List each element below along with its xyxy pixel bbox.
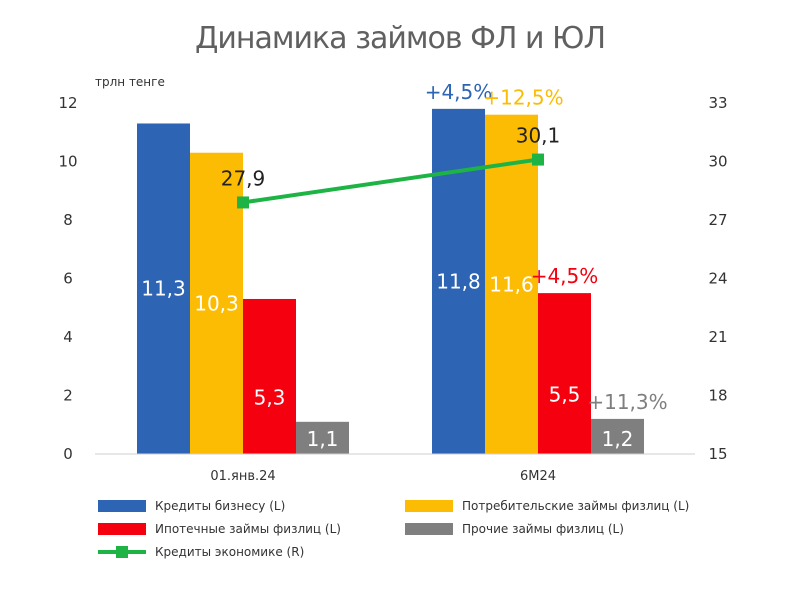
chart-title: Динамика займов ФЛ и ЮЛ bbox=[195, 21, 605, 56]
growth-annotation: +11,3% bbox=[587, 390, 667, 414]
y-tick-right: 15 bbox=[708, 445, 727, 463]
x-tick-label: 01.янв.24 bbox=[210, 469, 275, 484]
bar bbox=[137, 123, 190, 454]
legend-label: Ипотечные займы физлиц (L) bbox=[155, 522, 341, 536]
bar-data-label: 10,3 bbox=[194, 291, 239, 315]
bar-data-label: 1,1 bbox=[307, 427, 339, 451]
line-series bbox=[242, 157, 539, 205]
line-marker bbox=[532, 153, 544, 166]
y-tick-left: 8 bbox=[63, 211, 73, 229]
y-tick-right: 30 bbox=[708, 153, 727, 171]
bar-data-label: 11,6 bbox=[489, 272, 534, 296]
legend-item: Кредиты экономике (R) bbox=[98, 545, 304, 559]
legend-swatch bbox=[98, 500, 146, 512]
growth-annotation: +12,5% bbox=[483, 86, 563, 110]
line-data-label: 27,9 bbox=[221, 166, 266, 190]
growth-annotation: +4,5% bbox=[531, 264, 599, 288]
y-tick-left: 6 bbox=[63, 270, 73, 288]
legend-swatch bbox=[98, 523, 146, 535]
line-data-label: 30,1 bbox=[516, 124, 561, 148]
line-group: 27,9 30,1 bbox=[221, 124, 561, 209]
legend-label: Кредиты бизнесу (L) bbox=[155, 499, 285, 513]
legend-item: Кредиты бизнесу (L) bbox=[98, 499, 285, 513]
legend-label: Кредиты экономике (R) bbox=[155, 545, 304, 559]
y-tick-left: 10 bbox=[58, 153, 77, 171]
bar bbox=[243, 298, 296, 454]
bar bbox=[485, 114, 538, 454]
line-marker bbox=[237, 196, 249, 209]
y-axis-unit-label: трлн тенге bbox=[95, 75, 165, 89]
y-tick-left: 4 bbox=[63, 328, 73, 346]
legend-item: Потребительские займы физлиц (L) bbox=[405, 499, 689, 513]
bar bbox=[591, 418, 644, 454]
legend: Кредиты бизнесу (L) Потребительские займы… bbox=[98, 499, 689, 559]
legend-item: Прочие займы физлиц (L) bbox=[405, 522, 624, 536]
y-tick-right: 24 bbox=[708, 270, 727, 288]
legend-label: Прочие займы физлиц (L) bbox=[462, 522, 624, 536]
bar bbox=[190, 152, 243, 454]
bars-group: 11,3 11,810,311,65,3 5,51,1 1,2+4,5%+12,5%+… bbox=[137, 80, 668, 454]
y-tick-left: 2 bbox=[63, 387, 73, 405]
y-tick-left: 0 bbox=[63, 445, 73, 463]
bar bbox=[296, 421, 349, 454]
legend-label: Потребительские займы физлиц (L) bbox=[462, 499, 689, 513]
x-tick-label: 6М24 bbox=[520, 469, 556, 484]
y-tick-left: 12 bbox=[58, 94, 77, 112]
bar bbox=[432, 108, 485, 454]
legend-item: Ипотечные займы физлиц (L) bbox=[98, 522, 341, 536]
growth-annotation: +4,5% bbox=[425, 80, 493, 104]
bar-data-label: 11,3 bbox=[141, 277, 186, 301]
legend-marker bbox=[116, 546, 128, 558]
bar bbox=[538, 293, 591, 454]
bar-data-label: 5,5 bbox=[549, 383, 581, 407]
y-tick-right: 18 bbox=[708, 387, 727, 405]
y-tick-right: 21 bbox=[708, 328, 727, 346]
legend-swatch bbox=[405, 523, 453, 535]
y-tick-right: 27 bbox=[708, 211, 727, 229]
bar-data-label: 5,3 bbox=[254, 385, 286, 409]
bar-data-label: 11,8 bbox=[436, 269, 481, 293]
legend-swatch bbox=[405, 500, 453, 512]
y-tick-right: 33 bbox=[708, 94, 727, 112]
bar-data-label: 1,2 bbox=[602, 427, 634, 451]
